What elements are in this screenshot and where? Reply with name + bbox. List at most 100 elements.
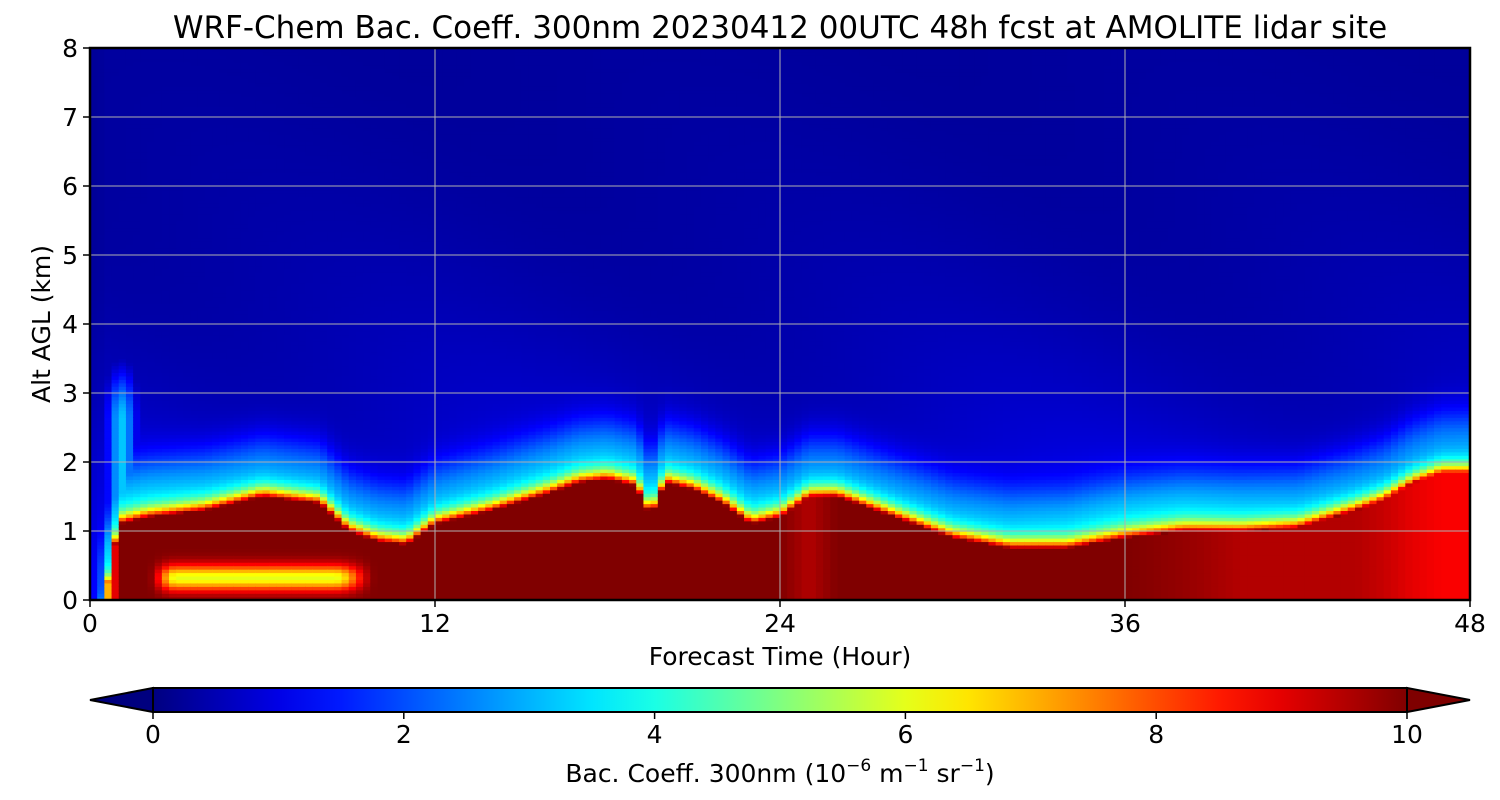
field-cell	[140, 475, 149, 480]
field-cell	[133, 248, 142, 253]
field-cell	[154, 154, 163, 160]
field-cell	[104, 85, 113, 91]
field-cell	[97, 168, 106, 173]
field-cell	[104, 189, 113, 194]
field-cell	[104, 506, 113, 511]
field-cell	[111, 199, 120, 204]
field-cell	[154, 58, 163, 63]
field-cell	[147, 275, 156, 280]
field-cell	[140, 341, 149, 346]
field-cell	[104, 489, 113, 494]
field-cell	[140, 324, 149, 329]
field-cell	[147, 255, 156, 260]
field-cell	[97, 375, 106, 380]
field-cell	[169, 179, 177, 184]
field-cell	[90, 424, 98, 429]
field-cell	[111, 534, 120, 539]
field-cell	[104, 458, 113, 463]
field-cell	[90, 489, 98, 494]
field-cell	[147, 575, 156, 580]
field-cell	[133, 206, 142, 211]
field-cell	[90, 106, 98, 111]
field-cell	[147, 154, 156, 160]
field-cell	[140, 593, 149, 598]
field-cell	[133, 430, 142, 436]
field-cell	[90, 441, 98, 446]
field-cell	[140, 96, 149, 101]
field-cell	[125, 141, 134, 146]
field-cell	[111, 144, 120, 149]
field-cell	[154, 572, 163, 577]
field-cell	[169, 524, 177, 529]
field-cell	[133, 337, 142, 342]
field-cell	[111, 434, 120, 439]
field-cell	[90, 103, 98, 108]
field-cell	[90, 265, 98, 270]
field-cell	[176, 196, 185, 201]
field-cell	[90, 96, 98, 101]
field-cell	[147, 217, 156, 222]
field-cell	[111, 148, 120, 153]
field-cell	[97, 517, 106, 522]
field-cell	[161, 413, 170, 418]
field-cell	[154, 589, 163, 594]
field-cell	[176, 465, 185, 470]
field-cell	[161, 403, 170, 408]
field-cell	[104, 348, 113, 353]
field-cell	[161, 406, 170, 411]
field-cell	[176, 85, 185, 91]
field-cell	[183, 458, 192, 463]
field-cell	[133, 544, 142, 549]
field-cell	[147, 330, 156, 336]
field-cell	[154, 451, 163, 456]
field-cell	[140, 413, 149, 418]
field-cell	[154, 334, 163, 339]
field-cell	[133, 72, 142, 77]
field-cell	[147, 506, 156, 511]
field-cell	[97, 396, 106, 401]
field-cell	[133, 496, 142, 501]
field-cell	[97, 186, 106, 191]
field-cell	[176, 596, 185, 600]
field-cell	[161, 486, 170, 491]
field-cell	[161, 596, 170, 600]
field-cell	[154, 303, 163, 308]
field-cell	[133, 372, 142, 377]
field-cell	[140, 85, 149, 91]
field-cell	[104, 303, 113, 308]
field-cell	[140, 427, 149, 432]
field-cell	[140, 168, 149, 173]
field-cell	[169, 268, 177, 273]
field-cell	[147, 137, 156, 142]
field-cell	[118, 365, 127, 370]
field-cell	[118, 572, 127, 577]
field-cell	[147, 313, 156, 318]
field-cell	[140, 99, 149, 104]
field-cell	[176, 382, 185, 387]
field-cell	[125, 451, 134, 456]
field-cell	[161, 172, 170, 177]
field-cell	[90, 544, 98, 549]
field-cell	[111, 61, 120, 66]
field-cell	[154, 203, 163, 208]
field-cell	[169, 393, 177, 398]
field-cell	[97, 506, 106, 511]
field-cell	[154, 520, 163, 525]
field-cell	[104, 223, 113, 229]
field-cell	[125, 551, 134, 556]
field-cell	[161, 61, 170, 66]
field-cell	[169, 551, 177, 556]
field-cell	[125, 251, 134, 256]
field-cell	[125, 137, 134, 142]
field-cell	[140, 499, 149, 505]
field-cell	[118, 234, 127, 239]
field-cell	[90, 289, 98, 294]
field-cell	[147, 289, 156, 294]
field-cell	[111, 424, 120, 429]
field-cell	[133, 272, 142, 277]
field-cell	[169, 472, 177, 477]
field-cell	[97, 330, 106, 336]
field-cell	[154, 286, 163, 291]
field-cell	[118, 103, 127, 108]
field-cell	[133, 582, 142, 587]
